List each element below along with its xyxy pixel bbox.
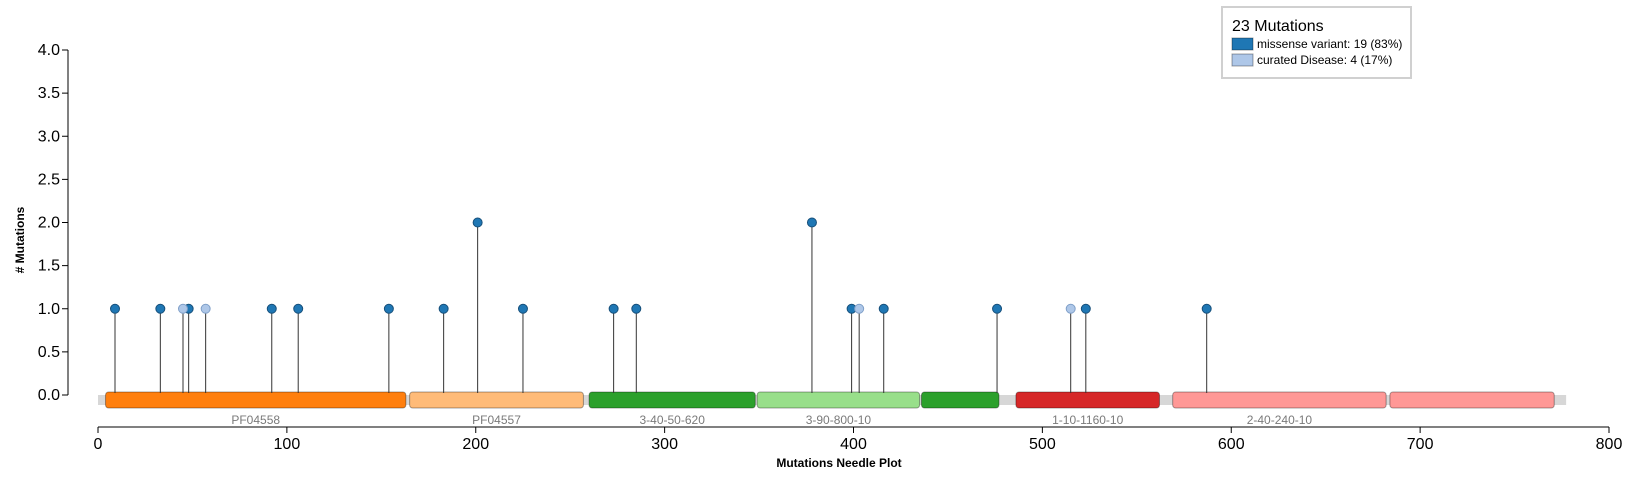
y-tick-label: 3.0 [38, 128, 60, 145]
needle-head [1065, 303, 1076, 314]
domain-layer: PF04558 PF04557 3-40-50-620 3-90-800-10 1-10… [105, 391, 1555, 427]
legend-entry-label: missense variant: 19 (83%) [1257, 37, 1402, 51]
needle-head [293, 303, 304, 314]
x-tick-label: 500 [1029, 436, 1056, 453]
legend-title: 23 Mutations [1232, 18, 1324, 35]
x-tick-label: 200 [462, 436, 489, 453]
needle-head [200, 303, 211, 314]
needle-head [517, 303, 528, 314]
domain-label: PF04558 [231, 413, 280, 427]
domain-block [409, 391, 584, 409]
domain-label: 3-90-800-10 [806, 413, 872, 427]
x-tick-label: 600 [1218, 436, 1245, 453]
domain-block [920, 391, 1000, 409]
needle-head [992, 303, 1003, 314]
x-axis-title: Mutations Needle Plot [776, 456, 901, 470]
legend-entry-label: curated Disease: 4 (17%) [1257, 53, 1392, 67]
x-tick-label: 800 [1596, 436, 1623, 453]
legend-swatch [1231, 53, 1254, 67]
needle-head [1201, 303, 1212, 314]
y-tick-label: 2.0 [38, 215, 60, 232]
x-tick-label: 400 [840, 436, 867, 453]
needle-head [266, 303, 277, 314]
needle-head [854, 303, 865, 314]
needle-head [438, 303, 449, 314]
y-tick-label: 4.0 [38, 42, 60, 59]
y-tick-label: 1.5 [38, 258, 60, 275]
legend-box [1221, 6, 1412, 79]
y-tick-label: 2.5 [38, 171, 60, 188]
needle-head [608, 303, 619, 314]
needle-head [472, 217, 483, 228]
legend-swatch [1231, 37, 1254, 51]
x-tick-label: 0 [94, 436, 103, 453]
domain-label: 1-10-1160-10 [1052, 413, 1123, 427]
domain-block [756, 391, 921, 409]
domain-label: PF04557 [472, 413, 521, 427]
domain-block [1015, 391, 1160, 409]
x-tick-label: 700 [1407, 436, 1434, 453]
needle-head [878, 303, 889, 314]
needle-head [155, 303, 166, 314]
needle-head [806, 217, 817, 228]
domain-label: 2-40-240-10 [1247, 413, 1313, 427]
legend-entries: missense variant: 19 (83%) curated Diseas… [1231, 37, 1402, 67]
needle-head [383, 303, 394, 314]
x-tick-label: 300 [651, 436, 678, 453]
x-tick-label: 100 [274, 436, 301, 453]
y-tick-label: 0.0 [38, 387, 60, 404]
domain-block [1389, 391, 1555, 409]
needle-layer [109, 217, 1212, 393]
domain-block [588, 391, 756, 409]
legend: 23 Mutations missense variant: 19 (83%) c… [1221, 6, 1412, 79]
domain-label: 3-40-50-620 [639, 413, 705, 427]
y-tick-label: 0.5 [38, 344, 60, 361]
y-tick-label: 3.5 [38, 85, 60, 102]
needle-head [1080, 303, 1091, 314]
domain-block [105, 391, 407, 409]
y-axis: 0.0 0.5 1.0 1.5 2.0 2.5 3.0 3.5 4.0 [38, 42, 69, 404]
domain-block [1172, 391, 1387, 409]
y-tick-label: 1.0 [38, 301, 60, 318]
needle-head [177, 303, 188, 314]
y-axis-title: # Mutations [13, 206, 27, 273]
needle-head [109, 303, 120, 314]
x-axis: 0 100 200 300 400 500 600 700 800 [94, 426, 1623, 453]
needle-head [631, 303, 642, 314]
